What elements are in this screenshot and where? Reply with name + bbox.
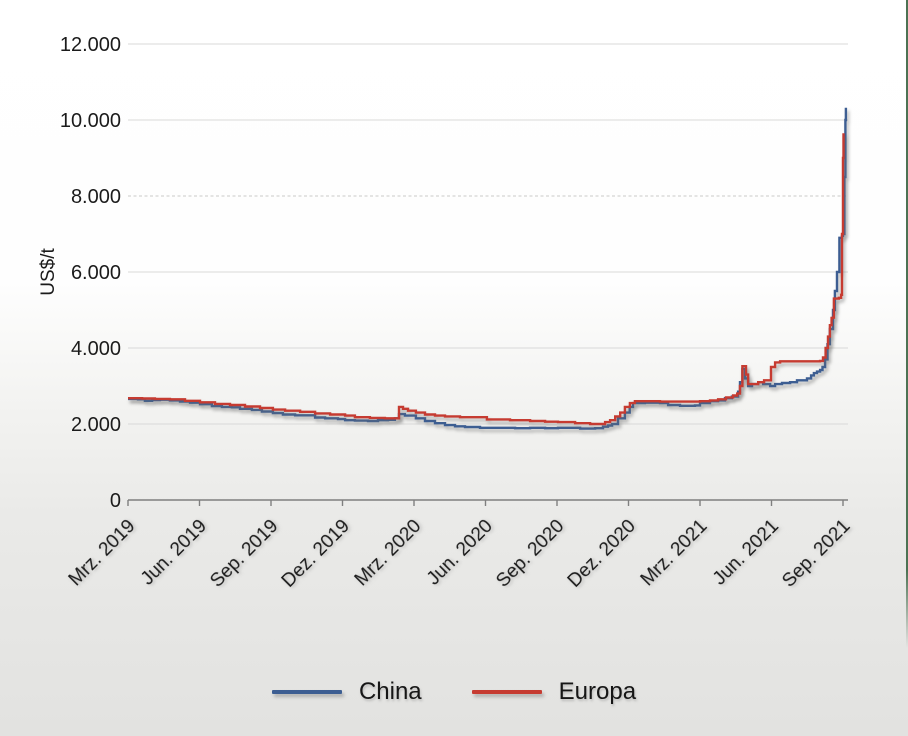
y-tick-label: 10.000	[60, 110, 121, 132]
x-tick-label: Dez. 2019	[278, 516, 354, 592]
x-tick-label: Jun. 2019	[137, 516, 211, 590]
x-tick-label: Mrz. 2021	[637, 516, 712, 591]
x-tick-label: Dez. 2020	[564, 516, 640, 592]
x-tick-label: Jun. 2021	[709, 516, 783, 590]
x-tick-label: Jun. 2020	[423, 516, 497, 590]
price-line-chart: 12.000 10.000 8.000 6.000 4.000 2.000 0 Mrz. 20…	[60, 34, 855, 592]
y-tick-label: 4.000	[71, 338, 121, 360]
x-tick-label: Sep. 2021	[778, 516, 854, 592]
y-tick-label: 12.000	[60, 34, 121, 56]
chart-legend: China Europa	[0, 678, 908, 706]
y-tick-label: 0	[110, 490, 121, 512]
x-tick-label: Sep. 2020	[492, 516, 568, 592]
y-tick-label: 2.000	[71, 414, 121, 436]
x-tick-label: Mrz. 2019	[65, 516, 140, 591]
y-tick-label: 6.000	[71, 262, 121, 284]
right-border-accent	[906, 0, 908, 648]
legend-item-china: China	[271, 678, 422, 706]
series-line-china	[128, 107, 848, 430]
x-tick-label: Mrz. 2020	[351, 516, 426, 591]
legend-label-europa: Europa	[558, 678, 637, 705]
y-tick-label: 8.000	[71, 186, 121, 208]
legend-item-europa: Europa	[471, 678, 637, 706]
legend-label-china: China	[358, 678, 422, 705]
europa-line-swatch-icon	[471, 690, 542, 694]
series-line-europa	[128, 133, 845, 426]
x-tick-label: Sep. 2019	[206, 516, 282, 592]
china-line-swatch-icon	[271, 690, 342, 694]
